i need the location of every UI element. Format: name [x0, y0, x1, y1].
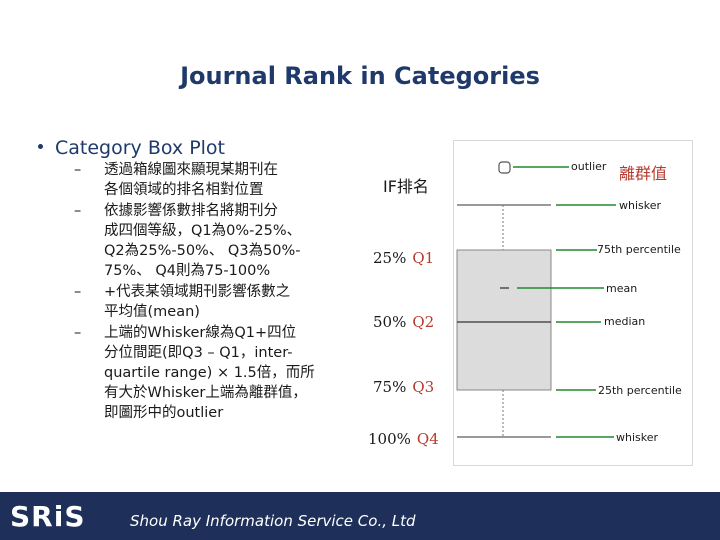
annot-75th-percentile: 75th percentile: [597, 243, 681, 256]
annot-outlier: outlier: [571, 160, 607, 173]
sub-bullet: – 依據影響係數排名將期刊分 成四個等級，Q1為0%-25%、 Q2為25%-5…: [74, 201, 364, 281]
annot-mean: mean: [606, 282, 638, 295]
rank-label-q1: 25% Q1: [373, 249, 434, 267]
sub-bullet: – +代表某領域期刊影響係數之 平均值(mean): [74, 282, 364, 322]
sub-bullet-list: – 透過箱線圖來顯現某期刊在 各個領域的排名相對位置 – 依據影響係數排名將期刊…: [74, 160, 364, 424]
dash-icon: –: [74, 284, 82, 300]
dash-icon: –: [74, 325, 82, 341]
rank-percent: 100%: [368, 430, 411, 448]
rank-percent: 25%: [373, 249, 407, 267]
annot-outlier-zh: 離群值: [619, 164, 668, 183]
slide-title: Journal Rank in Categories: [180, 62, 540, 90]
rank-label-q3: 75% Q3: [373, 378, 434, 396]
annot-whisker-top: whisker: [619, 199, 662, 212]
boxplot-figure: [453, 140, 693, 466]
annot-25th-percentile: 25th percentile: [598, 384, 682, 397]
sub-bullet: – 透過箱線圖來顯現某期刊在 各個領域的排名相對位置: [74, 160, 364, 200]
rank-quartile: Q1: [412, 249, 435, 267]
dash-icon: –: [74, 203, 82, 219]
main-bullet: Category Box Plot: [38, 137, 225, 159]
sub-bullet-text: 依據影響係數排名將期刊分 成四個等級，Q1為0%-25%、 Q2為25%-50%…: [104, 203, 302, 279]
main-bullet-text: Category Box Plot: [55, 137, 225, 159]
sub-bullet-text: 上端的Whisker線為Q1+四位 分位間距(即Q3 – Q1，inter- q…: [104, 325, 315, 421]
rank-quartile: Q3: [412, 378, 435, 396]
rank-label-q2: 50% Q2: [373, 313, 434, 331]
dash-icon: –: [74, 162, 82, 178]
company-name: Shou Ray Information Service Co., Ltd: [130, 512, 416, 530]
sub-bullet-text: 透過箱線圖來顯現某期刊在 各個領域的排名相對位置: [104, 162, 278, 198]
sub-bullet: – 上端的Whisker線為Q1+四位 分位間距(即Q3 – Q1，inter-…: [74, 323, 364, 423]
sub-bullet-text: +代表某領域期刊影響係數之 平均值(mean): [104, 284, 291, 320]
annot-whisker-bottom: whisker: [616, 431, 659, 444]
rank-label-q4: 100% Q4: [368, 430, 439, 448]
annot-median: median: [604, 315, 646, 328]
rank-quartile: Q2: [412, 313, 435, 331]
rank-quartile: Q4: [416, 430, 439, 448]
if-rank-label: IF排名: [383, 177, 429, 196]
rank-percent: 75%: [373, 378, 407, 396]
rank-percent: 50%: [373, 313, 407, 331]
sris-logo: SRiS: [10, 500, 86, 533]
bullet-dot-icon: [38, 144, 43, 149]
footer-bar: [0, 492, 720, 540]
